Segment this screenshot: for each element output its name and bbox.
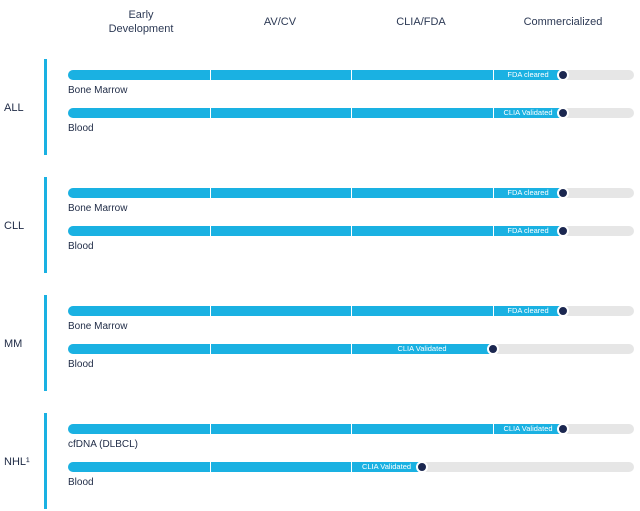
progress-marker: [557, 225, 569, 237]
stage-divider: [210, 424, 211, 434]
sample-label: Blood: [68, 477, 94, 488]
progress-fill: [68, 306, 563, 316]
status-label: FDA cleared: [507, 226, 549, 235]
sample-label: Blood: [68, 123, 94, 134]
progress-track: FDA cleared: [68, 187, 634, 199]
stage-header: Commercialized: [523, 16, 603, 28]
stage-divider: [493, 188, 494, 198]
stage-divider: [493, 424, 494, 434]
progress-track: CLIA Validated: [68, 423, 634, 435]
stage-divider: [493, 306, 494, 316]
stage-divider: [351, 424, 352, 434]
indication-accent-bar: [44, 177, 47, 273]
indication-label: CLL: [4, 220, 25, 232]
stage-divider: [210, 188, 211, 198]
progress-marker: [416, 461, 428, 473]
stage-divider: [210, 108, 211, 118]
progress-fill: [68, 344, 493, 354]
stage-divider: [351, 188, 352, 198]
status-label: FDA cleared: [507, 188, 549, 197]
sample-label: Bone Marrow: [68, 203, 128, 214]
indication-label: NHL¹: [4, 456, 30, 468]
progress-track: FDA cleared: [68, 69, 634, 81]
status-label: CLIA Validated: [503, 424, 553, 433]
status-label: FDA cleared: [507, 70, 549, 79]
stage-divider: [210, 306, 211, 316]
progress-fill: [68, 70, 563, 80]
sample-label: Blood: [68, 359, 94, 370]
progress-fill: [68, 226, 563, 236]
sample-label: Bone Marrow: [68, 85, 128, 96]
stage-divider: [493, 226, 494, 236]
progress-track: CLIA Validated: [68, 461, 634, 473]
sample-label: Bone Marrow: [68, 321, 128, 332]
stage-header: AV/CV: [263, 16, 297, 28]
stage-divider: [351, 462, 352, 472]
progress-track: CLIA Validated: [68, 343, 634, 355]
stage-divider: [210, 226, 211, 236]
stage-divider: [351, 306, 352, 316]
stage-divider: [351, 108, 352, 118]
status-label: CLIA Validated: [361, 462, 412, 471]
progress-fill: [68, 188, 563, 198]
status-label: FDA cleared: [507, 306, 549, 315]
status-label: CLIA Validated: [503, 108, 553, 117]
progress-fill: [68, 462, 422, 472]
progress-marker: [557, 423, 569, 435]
status-label: CLIA Validated: [397, 344, 447, 353]
stage-divider: [351, 70, 352, 80]
progress-marker: [557, 69, 569, 81]
stage-divider: [210, 344, 211, 354]
stage-divider: [210, 70, 211, 80]
progress-track: FDA cleared: [68, 225, 634, 237]
indication-accent-bar: [44, 59, 47, 155]
progress-marker: [557, 187, 569, 199]
progress-marker: [557, 305, 569, 317]
progress-marker: [557, 107, 569, 119]
stage-divider: [493, 70, 494, 80]
progress-fill: [68, 424, 563, 434]
indication-label: MM: [4, 338, 23, 350]
stage-divider: [493, 108, 494, 118]
sample-label: cfDNA (DLBCL): [68, 439, 139, 450]
progress-fill: [68, 108, 563, 118]
stage-header: CLIA/FDA: [396, 16, 446, 28]
stage-divider: [351, 226, 352, 236]
indication-accent-bar: [44, 413, 47, 509]
sample-label: Blood: [68, 241, 94, 252]
stage-divider: [351, 344, 352, 354]
stage-header: Early Development: [108, 9, 174, 35]
progress-track: CLIA Validated: [68, 107, 634, 119]
progress-track: FDA cleared: [68, 305, 634, 317]
indication-accent-bar: [44, 295, 47, 391]
progress-marker: [487, 343, 499, 355]
indication-label: ALL: [4, 102, 24, 114]
stage-divider: [210, 462, 211, 472]
